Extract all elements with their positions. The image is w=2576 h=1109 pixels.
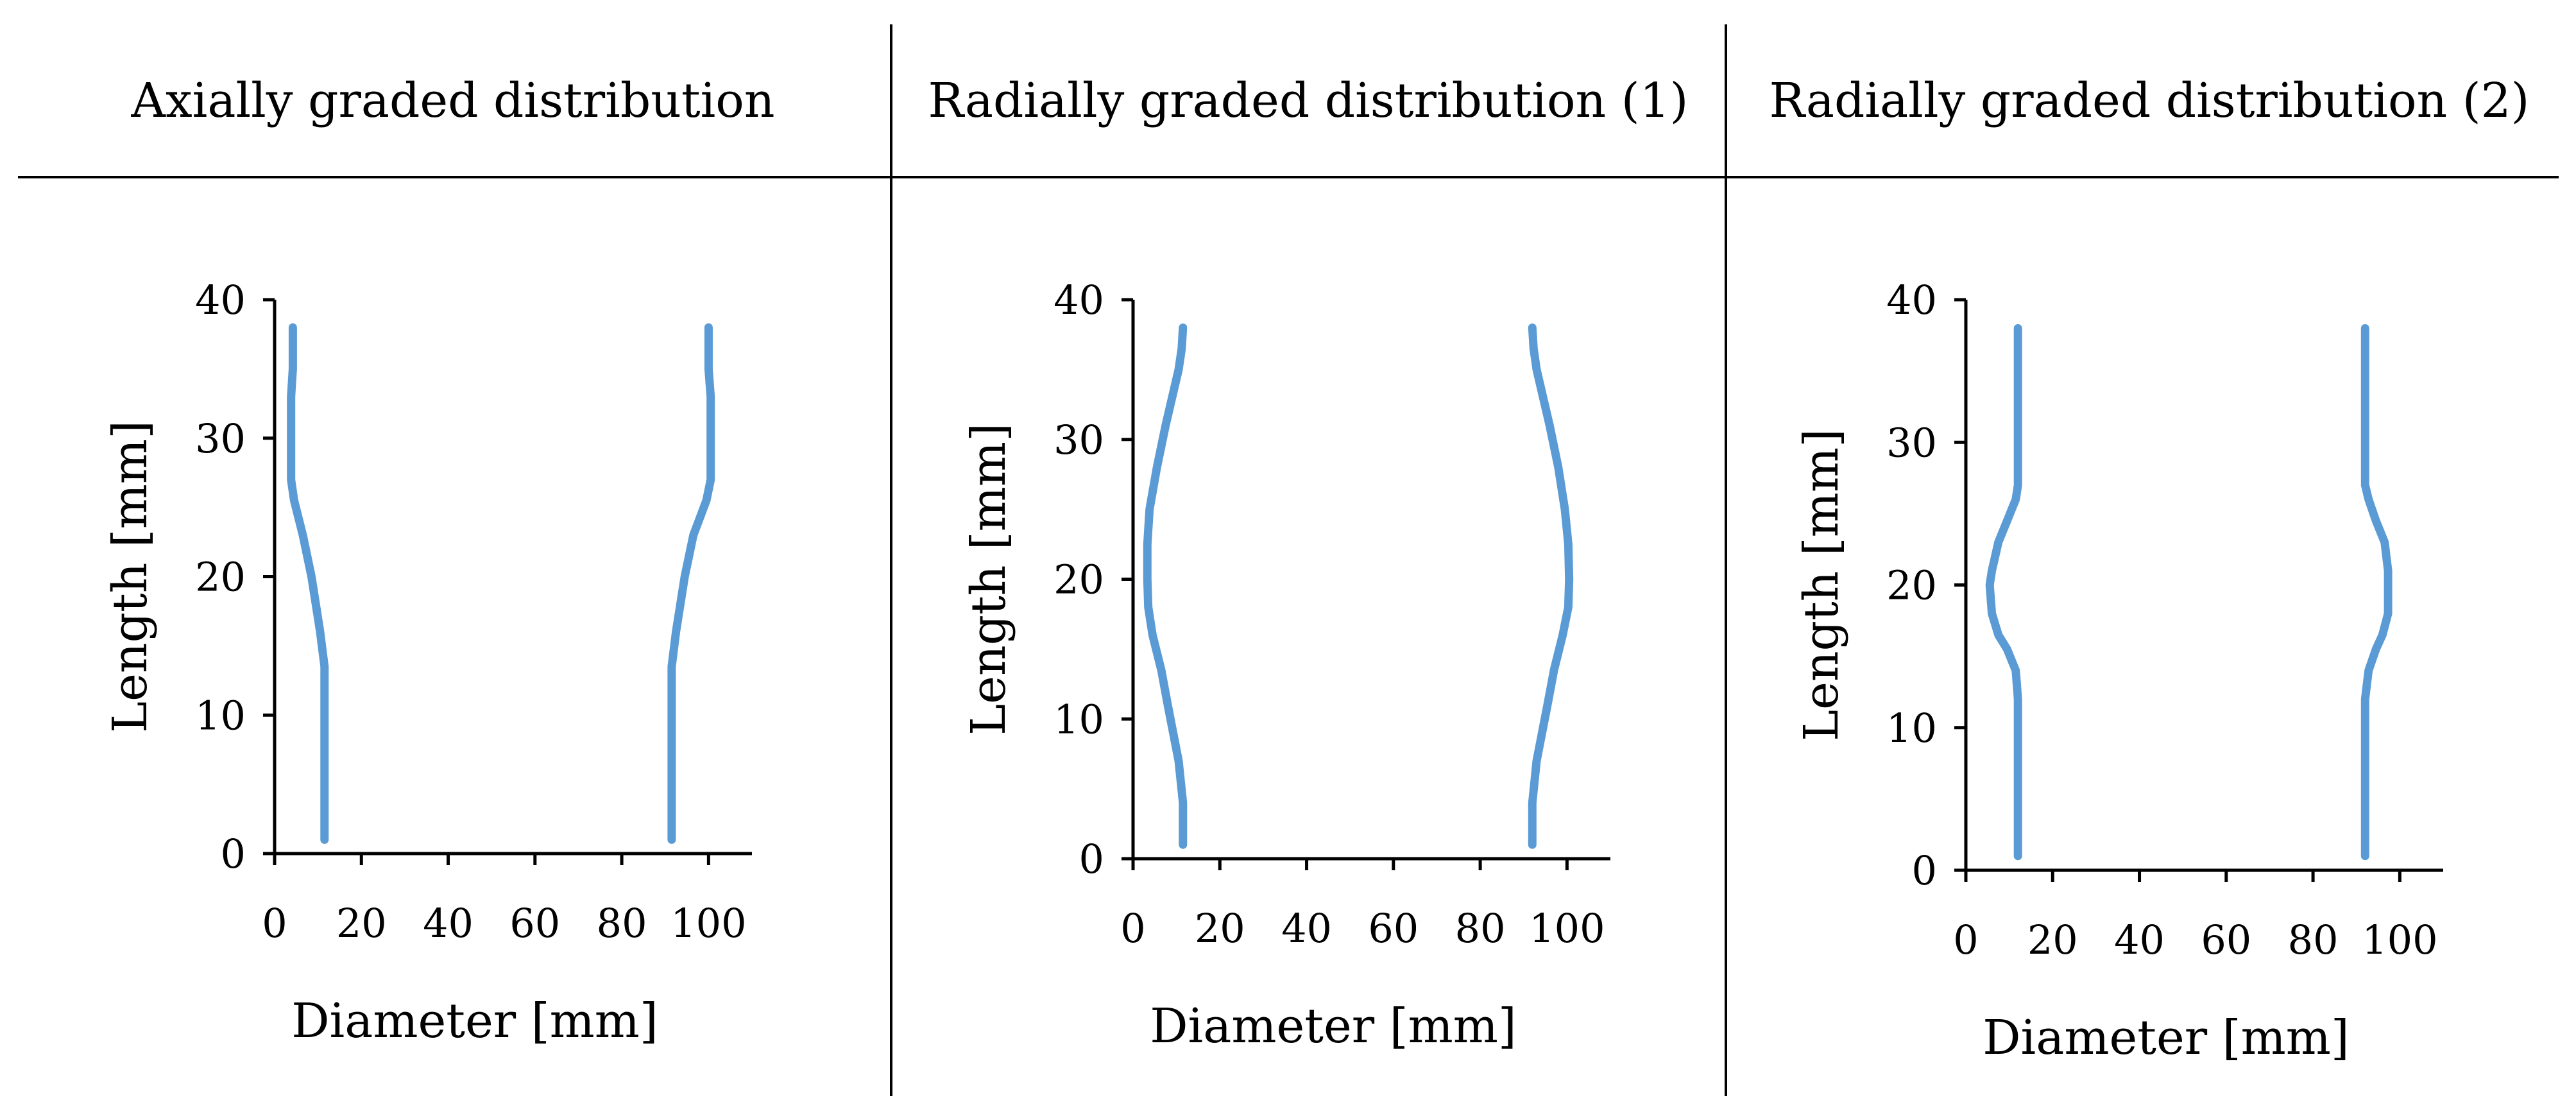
x-axis-title: Diameter [mm]: [1150, 999, 1517, 1054]
x-tick-label: 60: [2201, 916, 2251, 963]
x-tick-label: 0: [1953, 916, 1978, 963]
series-left-profile: [287, 323, 329, 844]
y-tick-label: 0: [1079, 836, 1104, 882]
x-tick-label: 20: [2027, 916, 2078, 963]
x-tick-label: 60: [1368, 905, 1419, 952]
x-tick-label: 40: [423, 900, 473, 947]
y-tick-label: 40: [1886, 277, 1937, 323]
panel-title-1: Axially graded distribution: [131, 73, 775, 128]
chart-radially-graded-2: 0 20 40 60 80 100 0 10 20 30 40 Diameter [mm] Length…: [1794, 277, 2443, 1065]
series-right-profile: [1528, 323, 1574, 849]
x-tick-label: 100: [2362, 916, 2437, 963]
y-tick-label: 30: [1053, 417, 1104, 463]
x-tick-label: 20: [1195, 905, 1245, 952]
series-left-profile: [1985, 324, 2022, 861]
y-tick-label: 10: [1886, 705, 1937, 752]
x-tick-label: 80: [597, 900, 647, 947]
y-tick-label: 40: [1053, 277, 1104, 323]
panel-title-2: Radially graded distribution (1): [928, 73, 1688, 128]
y-tick-label: 30: [1886, 419, 1937, 466]
x-axis-title: Diameter [mm]: [1983, 1010, 2350, 1065]
x-tick-label: 80: [1455, 905, 1506, 952]
x-tick-label: 40: [2114, 916, 2165, 963]
y-axis-title: Length [mm]: [961, 423, 1016, 735]
chart-axially-graded: 0 20 40 60 80 100 0 10 20 30 40 Diameter [mm] Length…: [103, 277, 752, 1049]
x-tick-label: 100: [1529, 905, 1605, 952]
y-tick-label: 40: [195, 277, 246, 323]
x-tick-label: 100: [670, 900, 746, 947]
y-tick-label: 0: [221, 830, 246, 877]
x-axis-title: Diameter [mm]: [291, 993, 658, 1049]
y-tick-label: 0: [1912, 847, 1937, 894]
y-tick-label: 10: [195, 692, 246, 739]
series-right-profile: [2360, 324, 2393, 861]
y-tick-label: 20: [1053, 556, 1104, 603]
x-tick-label: 40: [1281, 905, 1332, 952]
chart-radially-graded-1: 0 20 40 60 80 100 0 10 20 30 40 Diameter [mm] Length…: [961, 277, 1610, 1054]
x-tick-label: 0: [262, 900, 287, 947]
y-axis-title: Length [mm]: [103, 420, 158, 733]
x-tick-label: 0: [1120, 905, 1145, 952]
y-tick-label: 10: [1053, 696, 1104, 743]
panel-title-3: Radially graded distribution (2): [1769, 73, 2529, 128]
y-tick-label: 30: [195, 415, 246, 462]
y-tick-label: 20: [1886, 562, 1937, 609]
y-axis-title: Length [mm]: [1794, 429, 1849, 741]
x-tick-label: 20: [336, 900, 387, 947]
series-left-profile: [1143, 323, 1188, 849]
series-right-profile: [667, 323, 715, 844]
x-tick-label: 60: [509, 900, 560, 947]
x-tick-label: 80: [2288, 916, 2339, 963]
y-tick-label: 20: [195, 554, 246, 601]
